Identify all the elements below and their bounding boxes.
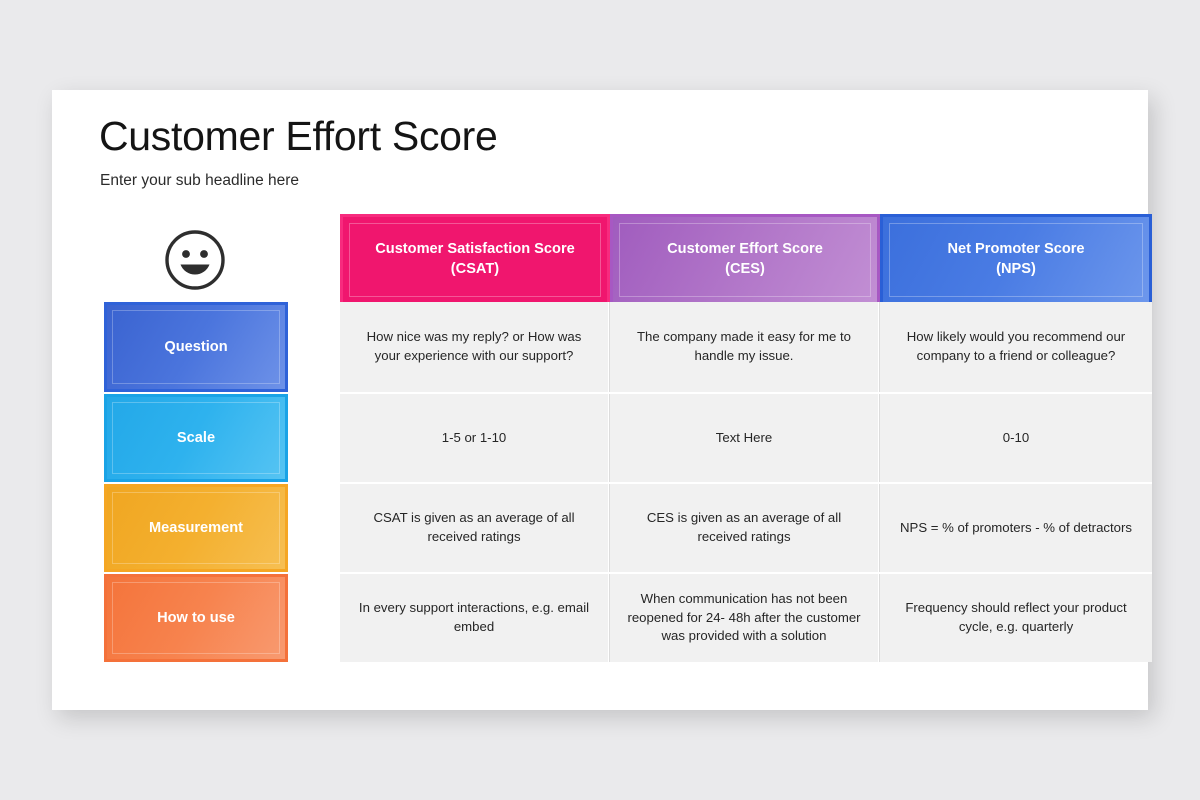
table-body: How nice was my reply? or How was your e… <box>98 302 1152 662</box>
table-row: In every support interactions, e.g. emai… <box>340 574 1152 662</box>
column-header-nps-line2: (NPS) <box>996 261 1036 277</box>
cell-measurement-ces[interactable]: CES is given as an average of all receiv… <box>610 484 880 574</box>
column-header-ces-line2: (CES) <box>725 261 765 277</box>
cell-how-to-use-nps[interactable]: Frequency should reflect your product cy… <box>880 574 1152 662</box>
row-label-measurement-text: Measurement <box>148 520 244 536</box>
column-header-csat[interactable]: Customer Satisfaction Score (CSAT) <box>340 214 610 306</box>
row-label-scale-text: Scale <box>176 430 216 446</box>
cell-measurement-csat[interactable]: CSAT is given as an average of all recei… <box>340 484 610 574</box>
cell-question-csat[interactable]: How nice was my reply? or How was your e… <box>340 302 610 394</box>
row-label-how-to-use-text: How to use <box>157 610 235 626</box>
metrics-comparison-table: Customer Satisfaction Score (CSAT) Custo… <box>98 214 1152 662</box>
cell-scale-csat[interactable]: 1-5 or 1-10 <box>340 394 610 484</box>
cell-scale-ces[interactable]: Text Here <box>610 394 880 484</box>
table-row: CSAT is given as an average of all recei… <box>340 484 1152 574</box>
cell-question-nps[interactable]: How likely would you recommend our compa… <box>880 302 1152 394</box>
page-subtitle: Enter your sub headline here <box>100 172 300 189</box>
slide-card: Customer Effort Score Enter your sub hea… <box>52 90 1152 710</box>
table-row: How nice was my reply? or How was your e… <box>340 302 1152 394</box>
column-header-nps[interactable]: Net Promoter Score (NPS) <box>880 214 1152 306</box>
row-label-question-text: Question <box>164 339 228 355</box>
column-header-csat-line1: Customer Satisfaction Score <box>375 241 575 258</box>
table-header-row: Customer Satisfaction Score (CSAT) Custo… <box>98 214 1152 306</box>
column-header-nps-line1: Net Promoter Score <box>947 241 1085 258</box>
cell-how-to-use-csat[interactable]: In every support interactions, e.g. emai… <box>340 574 610 662</box>
smiley-face-icon <box>100 215 290 305</box>
cell-how-to-use-ces[interactable]: When communication has not been reopened… <box>610 574 880 662</box>
row-label-question[interactable]: Question <box>104 302 288 392</box>
column-header-ces[interactable]: Customer Effort Score (CES) <box>610 214 880 306</box>
slide-content: Customer Effort Score Enter your sub hea… <box>52 90 1152 710</box>
cell-measurement-nps[interactable]: NPS = % of promoters - % of detractors <box>880 484 1152 574</box>
column-header-csat-line2: (CSAT) <box>450 261 500 277</box>
column-header-ces-line1: Customer Effort Score <box>667 241 823 258</box>
cell-question-ces[interactable]: The company made it easy for me to handl… <box>610 302 880 394</box>
cell-scale-nps[interactable]: 0-10 <box>880 394 1152 484</box>
table-row: 1-5 or 1-10 Text Here 0-10 <box>340 394 1152 484</box>
page-title: Customer Effort Score <box>99 113 498 159</box>
